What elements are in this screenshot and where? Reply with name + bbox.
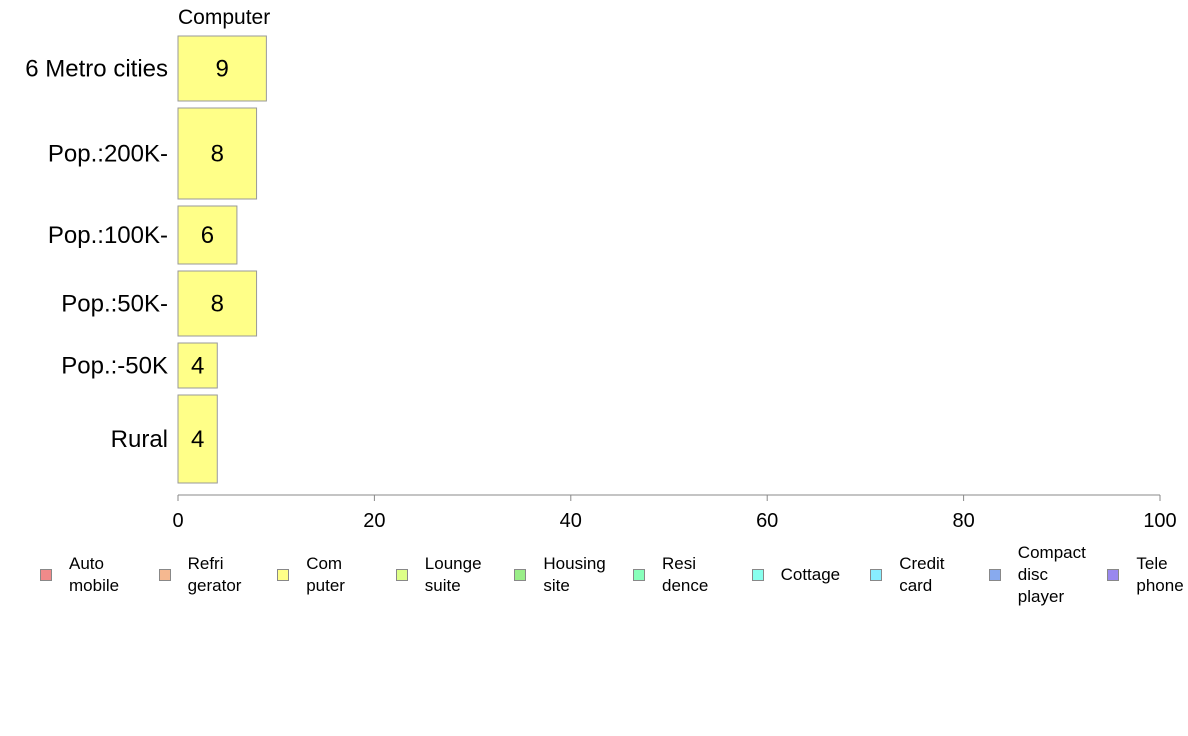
data-label: 8 <box>211 141 224 168</box>
bar-5 <box>177 394 218 484</box>
legend-swatch <box>277 569 290 581</box>
data-label: 9 <box>216 56 229 83</box>
data-label: 4 <box>191 426 204 453</box>
x-tick-label: 0 <box>172 510 183 532</box>
legend-swatch <box>395 569 408 581</box>
legend-swatch <box>870 569 883 581</box>
bar-0 <box>177 35 267 102</box>
legend-item: Refri gerator <box>158 540 242 610</box>
legend-swatch <box>751 569 764 581</box>
data-label: 8 <box>211 291 224 318</box>
legend-item: Resi dence <box>633 540 708 610</box>
legend-item: Lounge suite <box>395 540 482 610</box>
x-tick-label: 20 <box>363 510 385 532</box>
legend-label: Housing site <box>543 554 606 595</box>
bar-4 <box>177 342 218 389</box>
category-label: Rural <box>111 426 168 453</box>
x-axis: 0 20 40 60 80 100 <box>172 494 1177 532</box>
legend-item: Compact disc player <box>988 540 1086 610</box>
legend-item: Cottage <box>751 540 841 610</box>
legend-swatch <box>988 569 1001 581</box>
legend-label: Tele phone <box>1136 554 1184 595</box>
chart-title: Computer <box>178 6 270 29</box>
legend-item: Credit card <box>870 540 945 610</box>
legend-label: Credit card <box>899 554 945 595</box>
legend-label: Com puter <box>306 554 345 595</box>
data-label: 4 <box>191 353 204 380</box>
legend-swatch <box>1107 569 1120 581</box>
legend-label: Refri gerator <box>187 554 242 595</box>
x-tick-label: 100 <box>1143 510 1176 532</box>
category-label: Pop.:50K- <box>61 291 168 318</box>
x-tick-label: 80 <box>952 510 974 532</box>
legend-swatch <box>633 569 645 581</box>
legend-swatch <box>514 569 527 581</box>
legend-swatch <box>40 569 52 581</box>
legend-swatch <box>158 569 171 581</box>
legend-item: Housing site <box>514 540 606 610</box>
legend-label: Cottage <box>780 565 841 584</box>
bars-group: 6 Metro cities 9 Pop.:200K- 8 Pop.:100K- 6 Pop… <box>25 35 267 484</box>
x-tick-label: 40 <box>560 510 582 532</box>
bar-chart: Computer 6 Metro cities 9 Pop.:200K- 8 Pop.:… <box>25 6 1177 532</box>
legend-label: Compact disc player <box>1017 543 1086 606</box>
legend: Auto mobile Refri gerator Com puter Lounge … <box>0 540 1188 620</box>
legend-item: Auto mobile <box>40 540 119 610</box>
bar-2 <box>177 205 238 265</box>
bar-3 <box>177 270 258 337</box>
legend-label: Auto mobile <box>69 554 120 595</box>
legend-label: Resi dence <box>662 554 709 595</box>
x-tick-label: 60 <box>756 510 778 532</box>
data-label: 6 <box>201 222 214 249</box>
category-label: Pop.:100K- <box>48 222 168 249</box>
category-label: Pop.:200K- <box>48 141 168 168</box>
legend-label: Lounge suite <box>424 554 482 595</box>
legend-item: Tele phone <box>1107 540 1184 610</box>
category-label: Pop.:-50K <box>61 353 168 380</box>
bar-1 <box>177 107 258 200</box>
category-label: 6 Metro cities <box>25 56 168 83</box>
legend-item: Com puter <box>277 540 345 610</box>
